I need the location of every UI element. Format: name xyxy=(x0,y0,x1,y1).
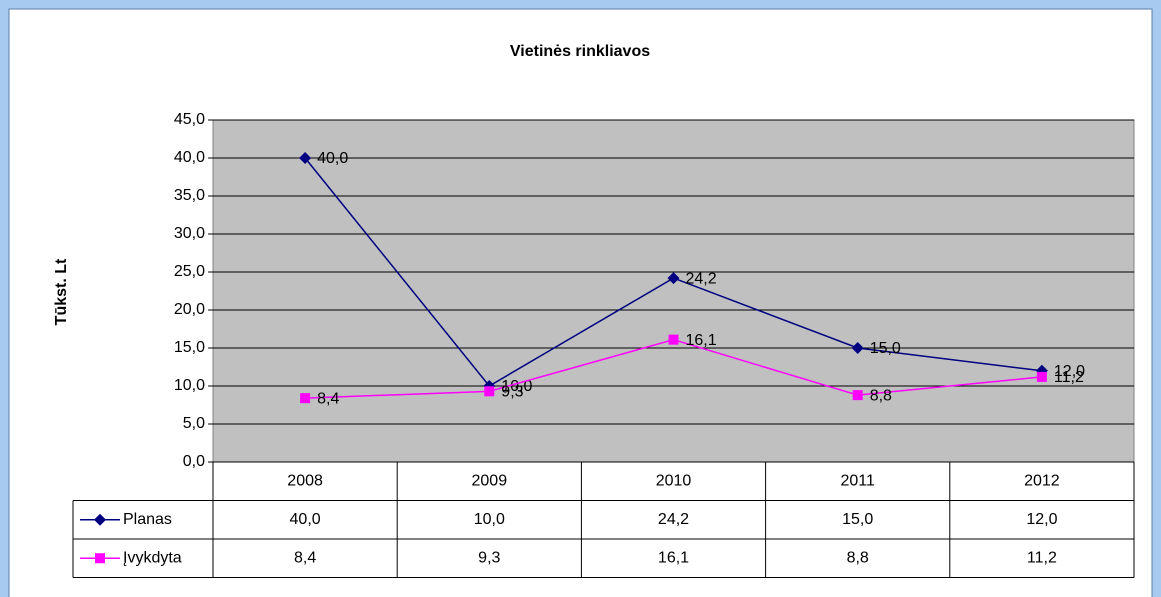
table-cell: 40,0 xyxy=(290,511,321,528)
data-label: 15,0 xyxy=(870,340,901,357)
legend-marker xyxy=(94,513,106,526)
x-tick-label: 2011 xyxy=(840,472,875,489)
y-tick-label: 5,0 xyxy=(183,415,205,432)
table-cell: 15,0 xyxy=(842,511,873,528)
y-tick-label: 35,0 xyxy=(174,187,205,204)
marker xyxy=(300,393,311,404)
data-label: 24,2 xyxy=(686,270,717,287)
plot-area xyxy=(212,119,1135,463)
data-label: 16,1 xyxy=(686,332,717,349)
y-tick-label: 45,0 xyxy=(174,111,205,128)
x-tick-label: 2009 xyxy=(472,472,508,489)
y-axis-label: Tūkst. Lt xyxy=(53,258,70,325)
x-tick-label: 2012 xyxy=(1024,472,1060,489)
table-cell: 9,3 xyxy=(478,549,500,566)
data-label: 10,0 xyxy=(501,378,532,395)
y-tick-label: 20,0 xyxy=(174,301,205,318)
y-tick-label: 15,0 xyxy=(174,339,205,356)
legend-marker xyxy=(95,553,105,564)
table-cell: 11,2 xyxy=(1027,549,1057,566)
x-tick-label: 2010 xyxy=(656,472,692,489)
y-tick-label: 40,0 xyxy=(174,149,205,166)
marker xyxy=(851,342,864,354)
y-tick-label: 30,0 xyxy=(174,225,205,242)
x-tick-label: 2008 xyxy=(287,472,323,489)
table-cell: 24,2 xyxy=(658,511,689,528)
table-cell: 16,1 xyxy=(658,549,689,566)
data-label: 12,0 xyxy=(1054,363,1085,380)
table-cell: 8,8 xyxy=(847,549,869,566)
y-tick-label: 0,0 xyxy=(183,453,205,470)
marker xyxy=(484,386,495,397)
data-label: 11,2 xyxy=(1054,369,1084,386)
table-cell: 12,0 xyxy=(1026,511,1057,528)
table-cell: 10,0 xyxy=(474,511,505,528)
data-label: 8,8 xyxy=(870,387,892,404)
data-label: 40,0 xyxy=(317,150,348,167)
y-tick-label: 10,0 xyxy=(174,377,205,394)
marker xyxy=(852,390,863,401)
marker xyxy=(1036,371,1047,382)
marker xyxy=(667,272,680,285)
table-cell: 8,4 xyxy=(294,549,316,566)
legend-label: Planas xyxy=(123,511,172,528)
marker xyxy=(668,334,679,345)
legend-label: Įvykdyta xyxy=(123,549,182,566)
data-label: 8,4 xyxy=(317,390,339,407)
data-label: 9,3 xyxy=(501,384,523,401)
y-tick-label: 25,0 xyxy=(174,263,205,280)
chart-title: Vietinės rinkliavos xyxy=(510,43,650,60)
marker xyxy=(299,152,312,164)
